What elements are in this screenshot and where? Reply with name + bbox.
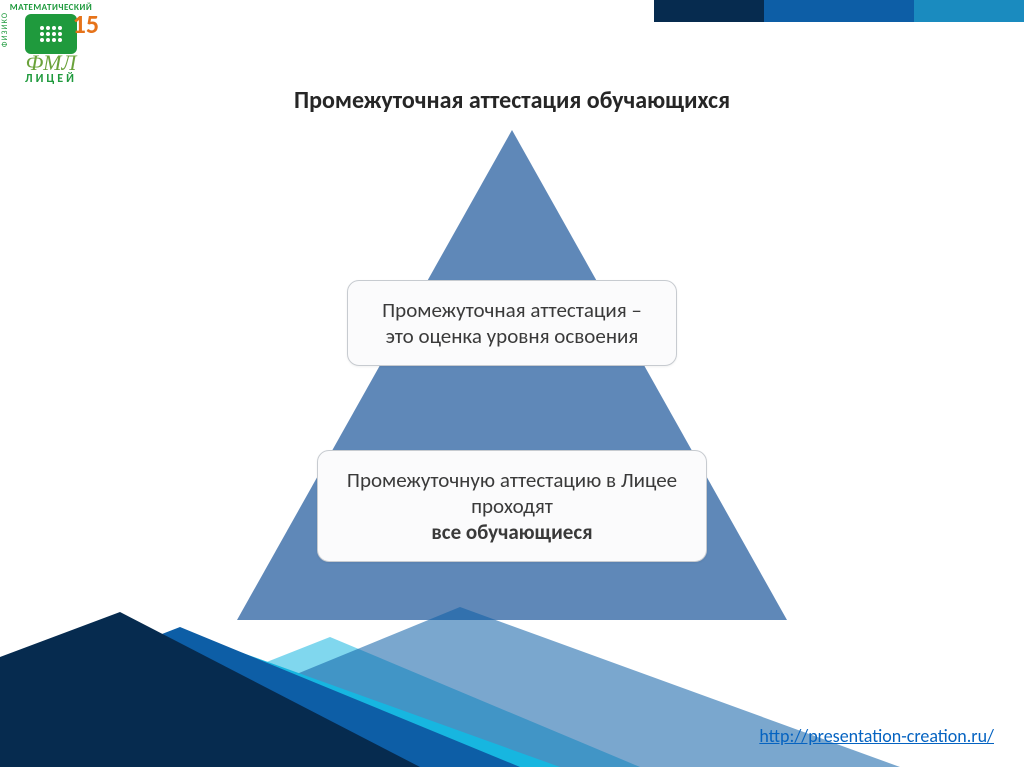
logo: МАТЕМАТИЧЕСКИЙ ФИЗИКО 15 ФМЛ ЛИЦЕЙ	[2, 2, 100, 86]
logo-bottom: ЛИЦЕЙ	[2, 72, 100, 86]
logo-side-text: ФИЗИКО	[0, 12, 10, 47]
callout-1-text: Промежуточная аттестация – это оценка ур…	[372, 297, 652, 349]
page-title: Промежуточная аттестация обучающихся	[0, 86, 1024, 115]
top-bar-2	[764, 0, 914, 22]
slide: МАТЕМАТИЧЕСКИЙ ФИЗИКО 15 ФМЛ ЛИЦЕЙ Проме…	[0, 0, 1024, 767]
pyramid-diagram: Промежуточная аттестация – это оценка ур…	[0, 130, 1024, 640]
top-bar-3	[914, 0, 1024, 22]
logo-box: 15	[25, 14, 77, 54]
callout-box-2: Промежуточную аттестацию в Лицее проходя…	[317, 450, 707, 562]
logo-dots-icon	[40, 26, 62, 42]
callout-box-1: Промежуточная аттестация – это оценка ур…	[347, 280, 677, 366]
callout-2-bold: все обучающиеся	[342, 519, 682, 545]
top-bars	[654, 0, 1024, 22]
footer-link[interactable]: http://presentation-creation.ru/	[759, 725, 994, 747]
callout-2-text: Промежуточную аттестацию в Лицее проходя…	[342, 467, 682, 519]
pyramid-container: Промежуточная аттестация – это оценка ур…	[182, 130, 842, 630]
logo-number: 15	[73, 8, 99, 40]
top-bar-1	[654, 0, 764, 22]
